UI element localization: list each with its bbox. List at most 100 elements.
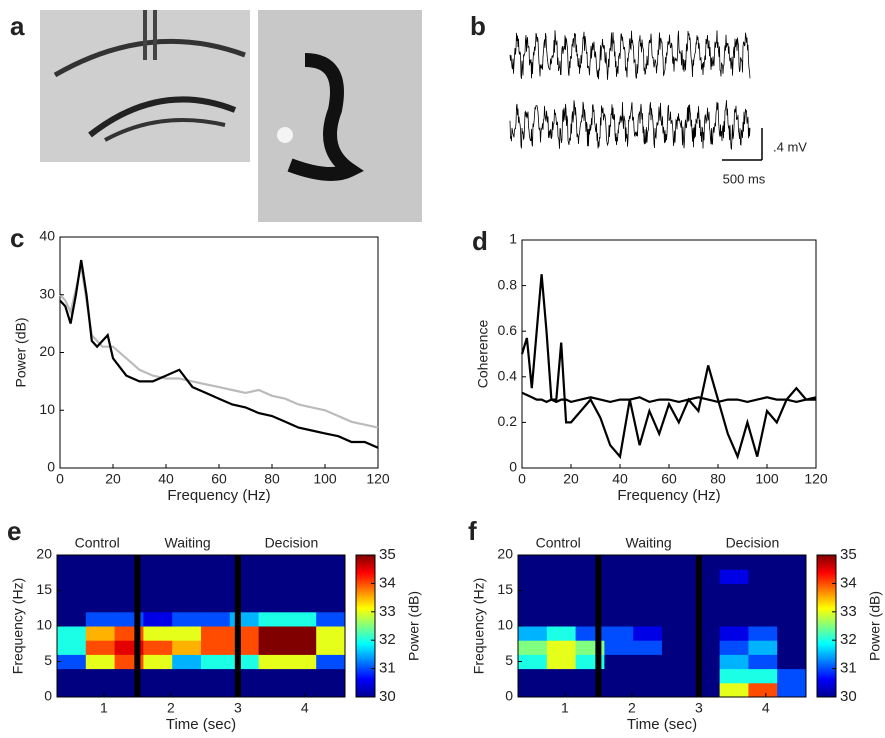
colorbar-tick-label: 31 xyxy=(379,660,396,677)
heat-cell xyxy=(316,682,346,698)
heat-cell xyxy=(57,654,87,670)
heat-cell xyxy=(258,555,288,570)
heat-cell xyxy=(172,668,202,684)
heat-cell xyxy=(748,668,778,684)
heat-cell xyxy=(518,626,548,641)
cell-layer xyxy=(104,118,226,142)
heat-cell xyxy=(777,569,807,584)
annotation: Control xyxy=(536,535,581,551)
heat-cell xyxy=(258,583,288,599)
heat-cell xyxy=(287,583,317,599)
x-tick-label: 3 xyxy=(234,700,242,716)
heat-cell xyxy=(546,654,577,670)
heat-cell xyxy=(57,569,87,584)
colorbar-tick-label: 34 xyxy=(379,574,396,591)
x-tick-label: 60 xyxy=(211,471,227,487)
heat-cell xyxy=(172,654,202,670)
heat-cell xyxy=(287,555,317,570)
heat-cell xyxy=(604,597,634,613)
heat-cell xyxy=(229,626,260,641)
x-axis-label: Time (sec) xyxy=(166,716,236,733)
y-tick-label: 0 xyxy=(509,459,517,475)
y-axis-label: Frequency (Hz) xyxy=(10,578,26,674)
heat-cell xyxy=(748,626,778,641)
y-tick-label: 20 xyxy=(497,546,513,562)
heat-cell xyxy=(85,654,116,670)
heat-cell xyxy=(546,597,577,613)
heat-cell xyxy=(201,682,231,698)
heat-cell xyxy=(662,569,692,584)
heat-cell xyxy=(316,626,346,641)
line xyxy=(520,274,816,460)
heat-cell xyxy=(201,640,231,655)
colorbar-tick-label: 35 xyxy=(840,546,857,563)
heat-cell xyxy=(316,555,346,570)
heat-cell xyxy=(143,682,173,698)
colorbar-tick-label: 32 xyxy=(840,631,857,648)
y-tick-label: 5 xyxy=(44,652,52,668)
colorbar-tick-label: 33 xyxy=(840,603,857,620)
heat-cell xyxy=(258,668,288,684)
x-tick-label: 1 xyxy=(561,700,569,716)
heat-cell xyxy=(287,597,317,613)
heat-cell xyxy=(633,668,663,684)
plot-frame xyxy=(521,239,817,469)
line xyxy=(521,391,817,404)
x-tick-label: 40 xyxy=(158,471,174,487)
heat-cell xyxy=(633,583,663,599)
colorbar-label: Power (dB) xyxy=(867,591,883,661)
heat-cell xyxy=(229,583,260,599)
heat-cell xyxy=(143,654,173,670)
x-tick-label: 3 xyxy=(695,700,703,716)
heat-cell xyxy=(546,682,577,698)
heat-cell xyxy=(57,640,87,655)
heat-cell xyxy=(518,654,548,670)
colorbar-tick-label: 30 xyxy=(840,688,857,705)
x-axis-label: Time (sec) xyxy=(627,716,697,733)
heat-cell xyxy=(604,555,634,570)
heat-cell xyxy=(777,668,807,684)
heat-cell xyxy=(316,654,346,670)
y-tick-label: 0.8 xyxy=(498,276,518,292)
heat-cell xyxy=(287,640,317,655)
heat-cell xyxy=(85,668,116,684)
heat-cell xyxy=(201,626,231,641)
heat-cell xyxy=(690,654,721,670)
y-axis-label: Frequency (Hz) xyxy=(471,578,487,674)
heat-cell xyxy=(604,654,634,670)
x-tick-label: 4 xyxy=(301,700,309,716)
heat-cell xyxy=(258,640,288,655)
heat-cell xyxy=(777,597,807,613)
annotation: Decision xyxy=(265,535,319,551)
panel-label: d xyxy=(472,226,488,256)
x-tick-label: 100 xyxy=(313,471,337,487)
heat-cell xyxy=(719,597,749,613)
heat-cell xyxy=(633,682,663,698)
heat-cell xyxy=(633,597,663,613)
y-tick-label: 0 xyxy=(505,688,513,704)
y-axis-label: Coherence xyxy=(475,320,491,389)
heat-cell xyxy=(719,682,749,698)
heat-cell xyxy=(719,569,749,584)
heat-cell xyxy=(604,583,634,599)
annotation: Waiting xyxy=(626,535,672,551)
y-tick-label: 0 xyxy=(47,459,55,475)
heat-cell xyxy=(748,682,778,698)
heat-cell xyxy=(229,654,260,670)
heat-cell xyxy=(287,626,317,641)
panel-label: b xyxy=(470,11,486,41)
heat-cell xyxy=(546,611,577,627)
heat-cell xyxy=(172,640,202,655)
heat-cell xyxy=(287,668,317,684)
panel-label: f xyxy=(468,516,477,546)
heat-cell xyxy=(143,597,173,613)
ventricle xyxy=(277,127,293,143)
scale-voltage: .4 mV xyxy=(773,139,807,154)
annotation: Waiting xyxy=(165,535,211,551)
heat-cell xyxy=(316,569,346,584)
heat-cell xyxy=(518,611,548,627)
x-tick-label: 80 xyxy=(264,471,280,487)
heat-cell xyxy=(662,626,692,641)
heat-cell xyxy=(518,597,548,613)
heat-cell xyxy=(201,583,231,599)
